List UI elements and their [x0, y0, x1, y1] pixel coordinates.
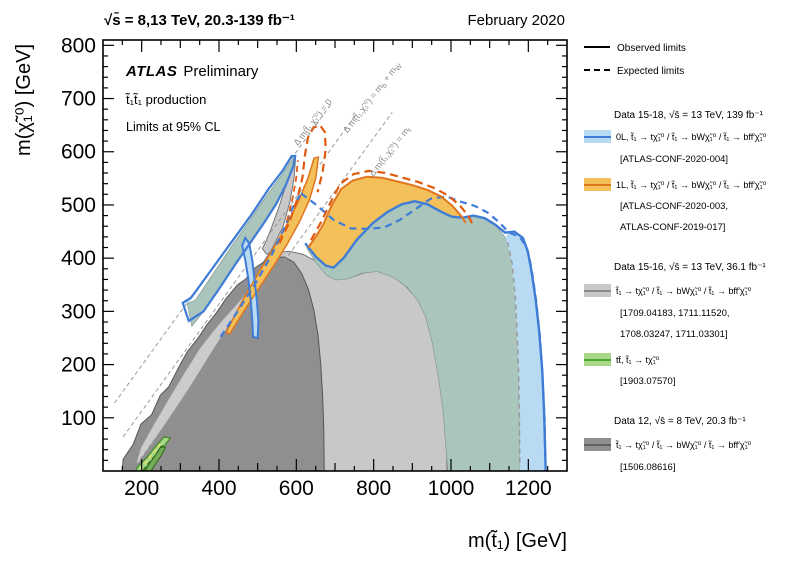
line-green-yellow-dash	[139, 442, 162, 470]
legend-entry-label: 1L, t̃₁ → tχ̃₁⁰ / t̃₁ → bWχ̃₁⁰ / t̃₁ → b…	[616, 180, 767, 190]
legend-swatch-line	[584, 135, 611, 138]
y-tick-label: 600	[61, 141, 96, 164]
y-tick-label: 100	[61, 407, 96, 430]
observed-line-sample	[584, 46, 610, 48]
legend-ref-10: [1709.04183, 1711.11520,	[620, 308, 730, 319]
legend-swatch	[584, 178, 611, 191]
legend-swatch-line	[584, 183, 611, 186]
x-tick-label: 600	[279, 477, 314, 500]
y-tick-label: 200	[61, 354, 96, 377]
legend-key-0: Observed limits	[584, 43, 686, 54]
title-energy-luminosity: √s̄ = 8,13 TeV, 20.3-139 fb⁻¹	[104, 12, 295, 29]
legend-entry-15: t̃₁ → tχ̃₁⁰ / t̃₁ → bWχ̃₁⁰ / t̃₁ → bff′χ…	[584, 438, 751, 451]
contour-blue-expected-diag	[219, 192, 302, 338]
y-tick-label: 500	[61, 194, 96, 217]
contour-gray-expected-right	[506, 242, 521, 466]
legend-ref-11: 1708.03247, 1711.03301]	[620, 329, 728, 340]
x-tick-label: 800	[356, 477, 391, 500]
legend-key-label: Expected limits	[617, 66, 685, 77]
line-green-dark-dash	[142, 441, 166, 471]
legend-swatch	[584, 284, 611, 297]
plot-regions	[114, 104, 547, 471]
legend-key-label: Observed limits	[617, 43, 686, 54]
legend-swatch-line	[584, 289, 611, 292]
y-tick-label: 700	[61, 88, 96, 111]
legend-ref-6: [ATLAS-CONF-2020-003,	[620, 201, 729, 212]
legend-swatch	[584, 438, 611, 451]
legend-swatch-line	[584, 443, 611, 446]
legend-ref-7: ATLAS-CONF-2019-017]	[620, 222, 726, 233]
x-tick-label: 400	[201, 477, 236, 500]
region-darkgray-8tev	[121, 256, 325, 471]
legend-entry-label: t̃₁ → tχ̃₁⁰ / t̃₁ → bWχ̃₁⁰ / t̃₁ → bff′χ…	[616, 286, 752, 296]
legend-entry-12: tt̄, t̃₁ → tχ̃₁⁰	[584, 353, 659, 366]
atlas-experiment: ATLAS	[126, 63, 178, 80]
legend-ref-16: [1506.08616]	[620, 462, 676, 473]
tick-labels: 200 400 600 800 1000 1200 100 200 300 400 500 600 70…	[61, 34, 552, 500]
expected-line-sample	[584, 69, 610, 71]
legend-entry-label: t̃₁ → tχ̃₁⁰ / t̃₁ → bWχ̃₁⁰ / t̃₁ → bff′χ…	[616, 440, 752, 450]
x-axis-title: m(t̃₁) [GeV]	[468, 529, 567, 552]
axis-ticks	[103, 40, 567, 471]
legend-swatch-line	[584, 358, 611, 361]
contour-orange-expected-hook	[278, 123, 327, 244]
legend-key-1: Expected limits	[584, 66, 684, 77]
atlas-label: ATLAS Preliminary	[126, 63, 258, 80]
contour-orange-expected-right	[310, 169, 475, 241]
contour-blue-observed-band	[181, 154, 297, 323]
legend-header-8: Data 15-16, √s̄ = 13 TeV, 36.1 fb⁻¹	[614, 262, 766, 273]
legend-entry-5: 1L, t̃₁ → tχ̃₁⁰ / t̃₁ → bWχ̃₁⁰ / t̃₁ → b…	[584, 178, 766, 191]
y-tick-label: 400	[61, 247, 96, 270]
title-date: February 2020	[467, 12, 565, 29]
legend-ref-13: [1903.07570]	[620, 376, 676, 387]
y-tick-label: 300	[61, 300, 96, 323]
legend-ref-4: [ATLAS-CONF-2020-004]	[620, 154, 729, 165]
legend-entry-9: t̃₁ → tχ̃₁⁰ / t̃₁ → bWχ̃₁⁰ / t̃₁ → bff′χ…	[584, 284, 751, 297]
legend-header-14: Data 12, √s̄ = 8 TeV, 20.3 fb⁻¹	[614, 416, 746, 427]
contour-blue-expected-right	[300, 192, 547, 461]
legend-swatch	[584, 130, 611, 143]
region-orange-right	[308, 176, 465, 268]
contour-orange-expected-inner	[286, 160, 299, 222]
contour-orange-observed-right	[307, 175, 467, 249]
y-axis-title: m(χ̃₁⁰) [GeV]	[13, 44, 35, 156]
process-label: t̃₁t̃₁ production	[126, 92, 207, 107]
x-tick-label: 200	[124, 477, 159, 500]
legend-entry-label: 0L, t̃₁ → tχ̃₁⁰ / t̃₁ → bWχ̃₁⁰ / t̃₁ → b…	[616, 132, 767, 142]
atlas-preliminary: Preliminary	[183, 63, 259, 80]
legend-entry-label: tt̄, t̃₁ → tχ̃₁⁰	[616, 355, 660, 365]
y-tick-label: 800	[61, 34, 96, 57]
x-tick-label: 1200	[505, 477, 552, 500]
legend-entry-3: 0L, t̃₁ → tχ̃₁⁰ / t̃₁ → bWχ̃₁⁰ / t̃₁ → b…	[584, 130, 766, 143]
line-deltam-mt	[139, 112, 393, 460]
legend-header-2: Data 15-18, √s̄ = 13 TeV, 139 fb⁻¹	[614, 110, 763, 121]
legend-panel: Observed limits Expected limits Data 15-18…	[584, 38, 786, 538]
legend-swatch	[584, 353, 611, 366]
x-tick-label: 1000	[428, 477, 475, 500]
contour-blue-observed-tongue	[241, 235, 260, 340]
confidence-label: Limits at 95% CL	[126, 120, 221, 134]
